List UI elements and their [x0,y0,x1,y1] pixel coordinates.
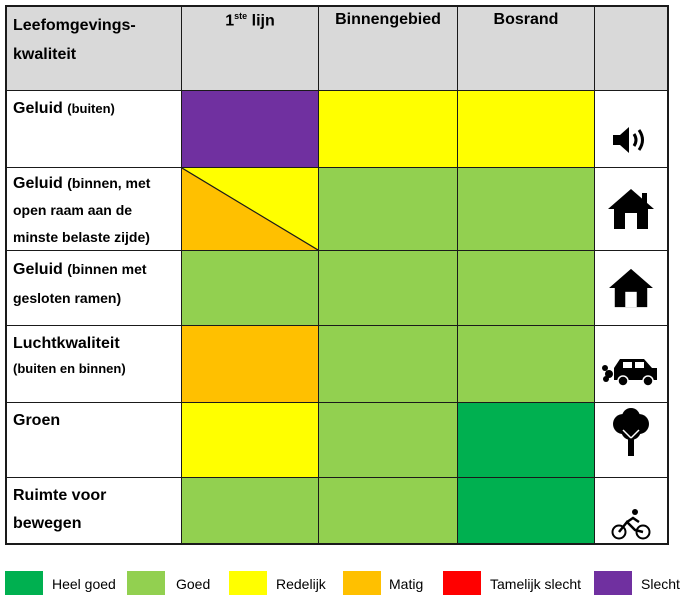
row-label-geluid-buiten: Geluid (buiten) [7,91,182,168]
cell-redelijk [319,91,458,168]
header-cell-bosrand: Bosrand [458,7,595,91]
car-exhaust-icon [602,359,657,387]
header-binnengebied-label: Binnengebied [335,11,441,28]
row-title: Ruimte voor bewegen [13,487,107,532]
icon-cell [595,168,667,251]
legend: Heel goed Goed Redelijk Matig Tamelijk s… [0,571,689,595]
cell-heel-goed [458,403,595,478]
row-subtitle: (buiten) [67,101,115,116]
tree-icon [613,408,649,456]
header-label-line2: kwaliteit [13,46,77,63]
row-label-geluid-binnen-gesloten: Geluid (binnen met gesloten ramen) [7,251,182,326]
diagonal-split [182,168,318,250]
header-cell-icon [595,7,667,91]
row-title: Geluid [13,175,63,192]
cell-goed [319,478,458,543]
cell-goed [319,168,458,251]
cell-goed [458,251,595,326]
house-icon [609,268,653,308]
cell-goed [319,326,458,403]
legend-swatch-slecht [594,571,632,595]
row-subtitle: (binnen met gesloten ramen) [13,261,147,306]
row-subtitle: (binnen, met open raam aan de minste bel… [13,175,151,245]
row-label-luchtkwaliteit: Luchtkwaliteit (buiten en binnen) [7,326,182,403]
cell-goed [458,168,595,251]
cell-redelijk [458,91,595,168]
legend-label-redelijk: Redelijk [276,576,326,592]
icon-cell [595,403,667,478]
header-cell-binnengebied: Binnengebied [319,7,458,91]
icon-cell [595,91,667,168]
icon-cell [595,478,667,543]
row-label-ruimte-voor-bewegen: Ruimte voor bewegen [7,478,182,543]
row-title: Groen [13,412,61,429]
quality-table: Leefomgevings- kwaliteit 1ste lijn Binne… [5,5,669,545]
icon-cell [595,326,667,403]
cell-heel-goed [458,478,595,543]
row-label-groen: Groen [7,403,182,478]
legend-label-tamelijk-slecht: Tamelijk slecht [490,576,582,592]
icon-cell [595,251,667,326]
legend-label-slecht: Slecht [641,576,680,592]
legend-swatch-matig [343,571,381,595]
legend-label-heel-goed: Heel goed [52,576,116,592]
header-bosrand-label: Bosrand [493,11,559,28]
speaker-icon [613,127,644,153]
house-icon [608,189,654,229]
legend-label-matig: Matig [389,576,424,592]
legend-swatch-tamelijk-slecht [443,571,481,595]
legend-swatch-heel-goed [5,571,43,595]
cell-goed [319,403,458,478]
cyclist-icon [611,508,651,539]
cell-matig [182,326,319,403]
cell-slecht [182,91,319,168]
header-cell-first-line: 1ste lijn [182,7,319,91]
row-title: Geluid [13,100,63,117]
row-subtitle: (buiten en binnen) [13,361,126,376]
header-cell-quality: Leefomgevings- kwaliteit [7,7,182,91]
legend-label-goed: Goed [176,576,211,592]
row-title: Luchtkwaliteit [13,335,120,352]
header-first-line-label: 1ste lijn [225,11,275,30]
cell-goed [319,251,458,326]
legend-swatch-redelijk [229,571,267,595]
row-title: Geluid [13,261,63,278]
cell-matig-redelijk [182,168,319,251]
header-label-line1: Leefomgevings- [13,17,136,34]
legend-swatch-goed [127,571,165,595]
row-label-geluid-binnen-open: Geluid (binnen, met open raam aan de min… [7,168,182,251]
cell-redelijk [182,403,319,478]
cell-goed [182,478,319,543]
cell-goed [182,251,319,326]
cell-goed [458,326,595,403]
